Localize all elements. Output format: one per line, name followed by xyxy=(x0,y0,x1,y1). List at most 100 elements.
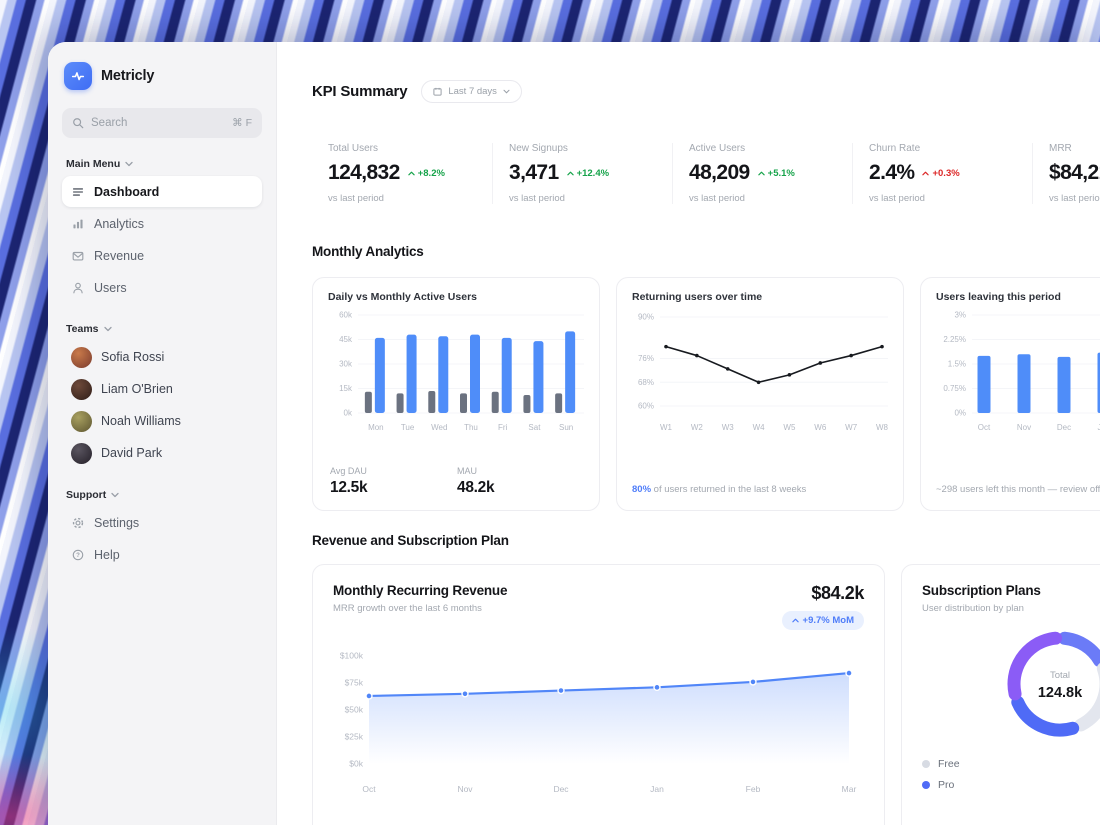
svg-text:0.75%: 0.75% xyxy=(943,384,966,393)
kpi-label: MRR xyxy=(1049,143,1072,154)
metricly-logo-icon xyxy=(64,62,92,90)
sidebar-item-users[interactable]: Users xyxy=(62,272,262,303)
trend-up-icon xyxy=(566,171,574,175)
kpi-delta: +5.1% xyxy=(757,168,795,179)
card-title: Daily vs Monthly Active Users xyxy=(328,291,477,303)
kpi-value: 3,471 xyxy=(509,161,559,184)
sidebar-item-analytics[interactable]: Analytics xyxy=(62,208,262,239)
revenue-row: Monthly Recurring Revenue MRR growth ove… xyxy=(312,564,1100,825)
svg-text:124.8k: 124.8k xyxy=(1038,685,1083,701)
subscription-plans-card: Subscription Plans User distribution by … xyxy=(901,564,1100,825)
section-support[interactable]: Support xyxy=(66,489,258,501)
avatar xyxy=(71,346,92,368)
svg-text:W3: W3 xyxy=(722,423,735,432)
kpi-value: 48,209 xyxy=(689,161,750,184)
svg-text:1.5%: 1.5% xyxy=(948,360,966,369)
kpi-note: vs last period xyxy=(1049,193,1100,204)
users-leaving-card: Users leaving this period 3% 2.25% 1.5% 0.7… xyxy=(920,277,1100,511)
section-main-menu[interactable]: Main Menu xyxy=(66,158,258,170)
svg-text:W1: W1 xyxy=(660,423,673,432)
svg-text:$0k: $0k xyxy=(349,759,363,769)
card-subtitle: User distribution by plan xyxy=(922,603,1024,614)
mrr-title-block: Monthly Recurring Revenue MRR growth ove… xyxy=(333,583,507,614)
kpi-label: Churn Rate xyxy=(869,143,921,154)
trend-up-icon xyxy=(922,171,930,175)
team-member-david-park[interactable]: David Park xyxy=(62,437,262,469)
section-title-revenue: Revenue and Subscription Plan xyxy=(312,533,509,548)
trend-up-icon xyxy=(757,171,765,175)
svg-text:Oct: Oct xyxy=(978,423,991,432)
kpi-note: vs last period xyxy=(869,193,925,204)
sidebar-item-help[interactable]: ? Help xyxy=(62,539,262,570)
kpi-churn-rate: Churn Rate 2.4% +0.3% vs last period xyxy=(852,143,1032,204)
mrr-header: Monthly Recurring Revenue MRR growth ove… xyxy=(333,583,864,630)
card-title: Subscription Plans xyxy=(922,583,1041,598)
chevron-down-icon xyxy=(103,326,112,332)
svg-text:30k: 30k xyxy=(339,360,353,369)
card-title: Users leaving this period xyxy=(936,291,1061,303)
svg-text:60k: 60k xyxy=(339,311,353,320)
sidebar-item-label: Analytics xyxy=(94,216,145,231)
svg-text:76%: 76% xyxy=(638,354,654,363)
sidebar-item-settings[interactable]: Settings xyxy=(62,507,262,538)
help-icon: ? xyxy=(72,549,84,560)
search-input[interactable]: Search ⌘ F xyxy=(62,108,262,138)
svg-text:Dec: Dec xyxy=(553,784,569,794)
svg-text:68%: 68% xyxy=(638,378,654,387)
svg-text:0k: 0k xyxy=(344,409,353,418)
stat-label: Avg DAU xyxy=(330,466,367,476)
kpi-label: New Signups xyxy=(509,143,568,154)
date-range-dropdown[interactable]: Last 7 days xyxy=(421,80,522,103)
returning-users-line-chart: 90% 76% 68% 60% W1 W2 W3 W4 W5 W6 W7 W8 xyxy=(638,313,888,432)
trend-up-icon xyxy=(791,618,799,623)
section-teams[interactable]: Teams xyxy=(66,323,258,335)
svg-text:90%: 90% xyxy=(638,313,654,322)
svg-text:Nov: Nov xyxy=(457,784,473,794)
chart-caption: ~298 users left this month — review offb… xyxy=(936,484,1100,495)
kpi-delta: +12.4% xyxy=(566,168,609,179)
trend-up-icon xyxy=(408,171,415,175)
team-member-name: Noah Williams xyxy=(101,414,181,428)
sidebar-item-label: Dashboard xyxy=(94,184,160,199)
sidebar: Metricly Search ⌘ F Main Menu Dashboard … xyxy=(48,42,277,825)
team-list: Sofia Rossi Liam O'Brien Noah Williams D… xyxy=(62,341,262,469)
svg-text:$75k: $75k xyxy=(345,678,364,688)
team-member-name: David Park xyxy=(101,446,163,460)
kpi-note: vs last period xyxy=(689,193,745,204)
users-leaving-bar-chart: 3% 2.25% 1.5% 0.75% 0% Oct Nov Dec Jan xyxy=(943,311,1100,432)
svg-text:Wed: Wed xyxy=(431,423,447,432)
brand: Metricly xyxy=(62,58,262,94)
section-label: Support xyxy=(66,489,107,501)
kpi-delta: +8.2% xyxy=(408,168,445,179)
team-member-sofia-rossi[interactable]: Sofia Rossi xyxy=(62,341,262,373)
team-member-liam-obrien[interactable]: Liam O'Brien xyxy=(62,373,262,405)
kpi-new-signups: New Signups 3,471 +12.4% vs last period xyxy=(492,143,672,204)
svg-text:W5: W5 xyxy=(783,423,796,432)
svg-text:$50k: $50k xyxy=(345,705,364,715)
sidebar-item-label: Settings xyxy=(94,515,140,530)
sidebar-item-dashboard[interactable]: Dashboard xyxy=(62,176,262,207)
dau-mau-bar-chart: 60k 45k 30k 15k 0k Mon Tue Wed Thu Fri Sat Sun xyxy=(339,311,584,432)
search-placeholder: Search xyxy=(91,117,128,129)
dashboard-main: KPI Summary Last 7 days Total Users 124,… xyxy=(277,42,1100,825)
stat-label: MAU xyxy=(457,466,477,476)
search-shortcut: ⌘ F xyxy=(232,117,252,129)
mrr-value-block: $84.2k +9.7% MoM xyxy=(781,583,864,630)
team-member-noah-williams[interactable]: Noah Williams xyxy=(62,405,262,437)
mrr-area-chart: $100k $75k $50k $25k $0k Oct Nov Dec Jan Feb Mar xyxy=(340,651,857,795)
team-member-name: Liam O'Brien xyxy=(101,382,173,396)
svg-text:Total: Total xyxy=(1050,670,1070,681)
page-title: KPI Summary xyxy=(312,83,408,100)
card-title: Returning users over time xyxy=(632,291,763,303)
kpi-value: $84,210 xyxy=(1049,161,1100,184)
sidebar-item-revenue[interactable]: Revenue xyxy=(62,240,262,271)
users-icon xyxy=(73,282,83,293)
svg-text:2.25%: 2.25% xyxy=(943,335,966,344)
section-label: Main Menu xyxy=(66,158,121,170)
stat-value: 12.5k xyxy=(330,479,368,496)
svg-text:Sat: Sat xyxy=(528,423,541,432)
svg-text:W8: W8 xyxy=(876,423,888,432)
mrr-card: Monthly Recurring Revenue MRR growth ove… xyxy=(312,564,885,825)
brand-name: Metricly xyxy=(101,68,155,84)
